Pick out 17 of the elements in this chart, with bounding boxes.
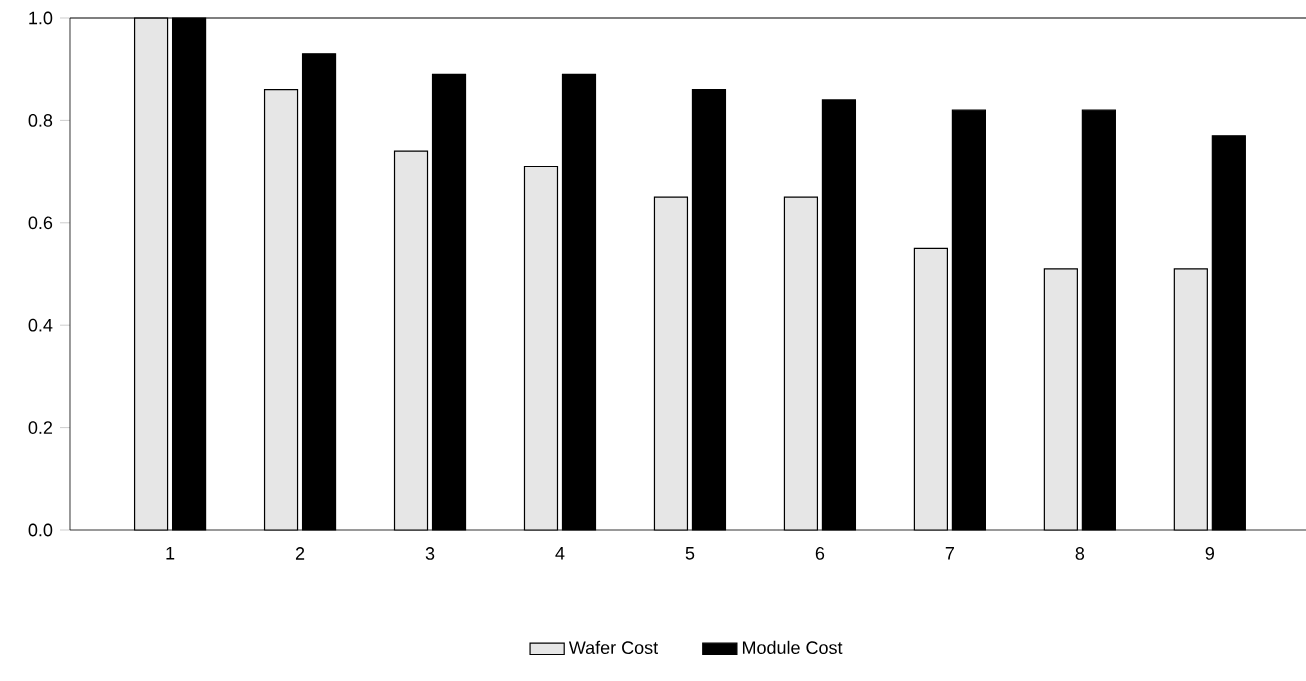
legend-label: Module Cost [742,640,843,655]
y-tick-label: 0.4 [28,318,53,332]
y-tick-label: 1.0 [29,11,53,25]
x-tick-label: 8 [1075,547,1085,560]
x-tick-label: 4 [555,547,565,560]
x-tick-label: 7 [945,547,954,560]
x-tick-label: 3 [425,547,435,560]
y-tick-label: 0.8 [28,114,53,127]
y-tick-label: 0.6 [28,216,53,230]
x-tick-label: 6 [815,547,825,560]
x-tick-label: 1 [166,547,175,560]
y-tick-label: 0.2 [28,421,53,434]
y-tick-label: 0.0 [28,523,53,537]
x-tick-label: 9 [1205,547,1214,560]
x-tick-label: 2 [295,547,305,560]
x-tick-label: 5 [685,547,695,560]
legend-label: Wafer Cost [568,640,658,655]
